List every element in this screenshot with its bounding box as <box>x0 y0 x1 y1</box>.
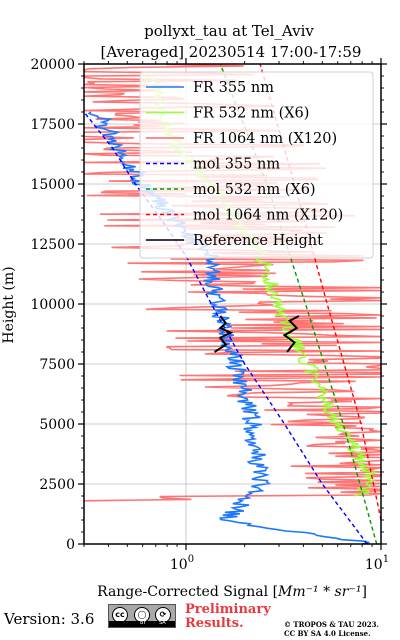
y-tick-label-8: 20000 <box>30 57 75 73</box>
legend-label-3: mol 355 nm <box>193 157 280 173</box>
legend-label-1: FR 532 nm (X6) <box>193 106 309 122</box>
series-mol-355-nmline <box>83 111 368 545</box>
chart-title: pollyxt_tau at Tel_Aviv <box>144 22 314 40</box>
attribution-icon: ◯ <box>134 607 150 623</box>
series-reference-height-532 <box>282 315 300 353</box>
legend-label-5: mol 1064 nm (X120) <box>193 208 343 224</box>
legend-box <box>139 71 374 259</box>
y-tick-label-6: 15000 <box>30 177 75 193</box>
y-tick-label-2: 5000 <box>39 417 75 433</box>
y-tick-label-0: 0 <box>66 537 75 553</box>
cc-license-badge: cc ◯ ⟳ BY SA <box>108 604 176 628</box>
x-axis-label: Range-Corrected Signal [Mm⁻¹ * sr⁻¹] <box>97 584 367 600</box>
x-tick-label-1: 101 <box>365 554 389 573</box>
series-fr-1064-line <box>83 63 382 502</box>
preliminary-results-note: Preliminary Results. <box>185 602 271 631</box>
copyright-note: © TROPOS & TAU 2023. CC BY SA 4.0 Licens… <box>284 620 379 638</box>
series-fr-355-line <box>87 111 370 545</box>
chart-figure: pollyxt_tau at Tel_Aviv [Averaged] 20230… <box>1 22 389 600</box>
y-axis-label: Height (m) <box>1 266 17 343</box>
y-tick-label-3: 7500 <box>39 357 75 373</box>
legend-label-6: Reference Height <box>193 233 323 249</box>
y-tick-label-4: 10000 <box>30 297 75 313</box>
legend-label-2: FR 1064 nm (X120) <box>193 131 337 147</box>
version-label: Version: 3.6 <box>4 610 95 628</box>
series-reference-height-355 <box>213 315 234 353</box>
y-tick-label-7: 17500 <box>30 117 75 133</box>
chart-subtitle: [Averaged] 20230514 17:00-17:59 <box>101 43 362 61</box>
legend-label-0: FR 355 nm <box>193 80 274 96</box>
legend-label-4: mol 532 nm (X6) <box>193 182 316 198</box>
x-tick-label-0: 100 <box>170 554 194 573</box>
y-tick-label-1: 2500 <box>39 477 75 493</box>
plot-area: 0 2500 5000 7500 10000 12500 15000 17500 20000 10… <box>30 57 389 573</box>
y-tick-label-5: 12500 <box>30 237 75 253</box>
